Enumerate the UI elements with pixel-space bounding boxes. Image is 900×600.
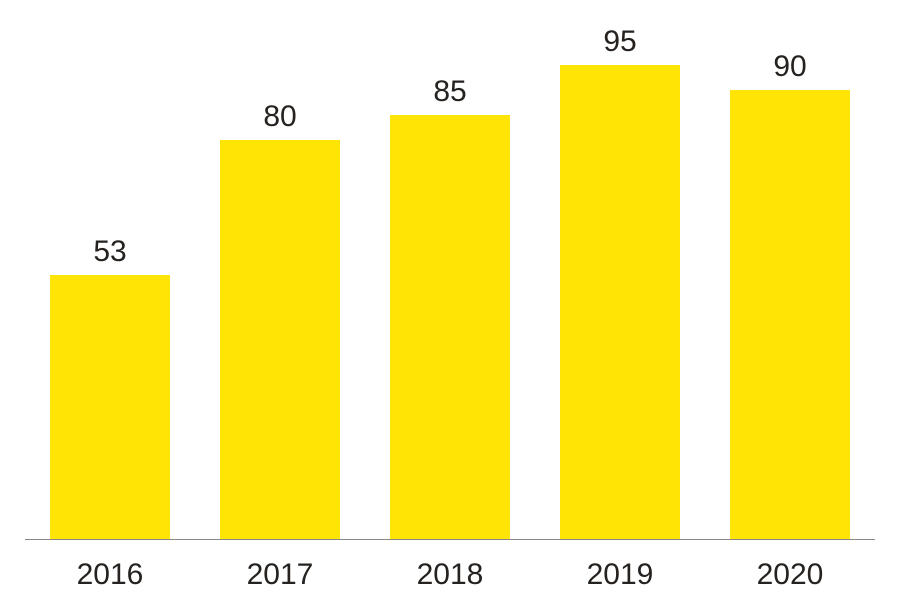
x-axis-line — [25, 539, 875, 540]
bars-layer: 53 80 85 95 90 — [25, 40, 875, 540]
x-axis-label: 2017 — [247, 558, 314, 592]
bar-group: 90 — [730, 40, 850, 540]
bar — [220, 140, 340, 540]
bar — [50, 275, 170, 540]
bar-value-label: 80 — [263, 100, 296, 134]
bar-value-label: 53 — [93, 235, 126, 269]
bar-value-label: 85 — [433, 75, 466, 109]
x-axis-label: 2016 — [77, 558, 144, 592]
x-axis-label: 2018 — [417, 558, 484, 592]
bar-group: 95 — [560, 40, 680, 540]
bar-value-label: 90 — [773, 50, 806, 84]
bar — [730, 90, 850, 540]
x-axis-label: 2019 — [587, 558, 654, 592]
bar-group: 80 — [220, 40, 340, 540]
x-axis-label: 2020 — [757, 558, 824, 592]
bar — [560, 65, 680, 540]
bar-value-label: 95 — [603, 25, 636, 59]
plot-area: 5380859590 20162017201820192020 — [25, 40, 875, 540]
bar-group: 53 — [50, 40, 170, 540]
bar-chart: 53 80 85 95 90 2016 2017 2018 2019 2020 — [0, 0, 900, 600]
bar-group: 85 — [390, 40, 510, 540]
bar — [390, 115, 510, 540]
